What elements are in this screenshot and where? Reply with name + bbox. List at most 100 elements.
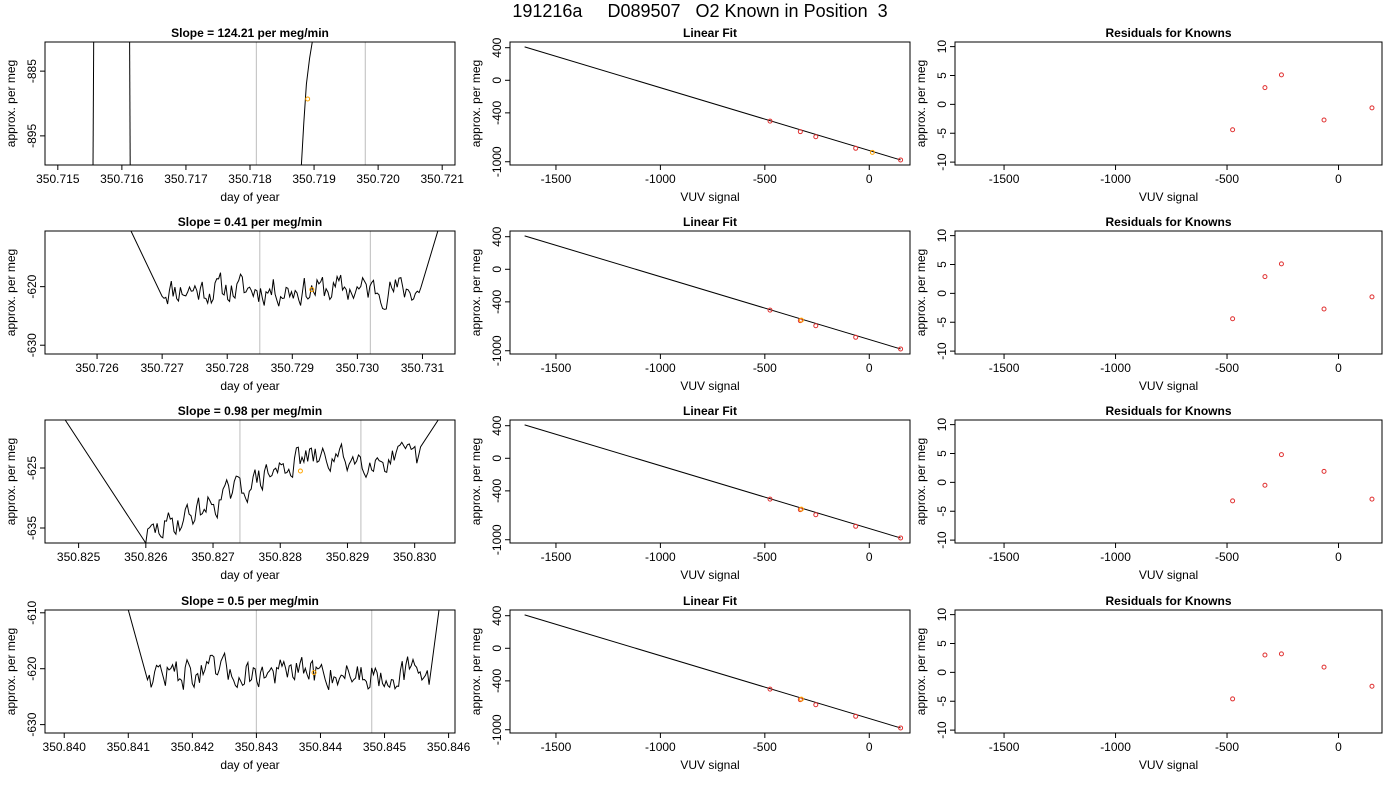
x-tick-label: 350.717 (164, 172, 208, 186)
x-tick-label: -1500 (541, 740, 572, 754)
y-tick-label: -1000 (490, 146, 504, 177)
known-point (853, 523, 859, 529)
panel-residuals-row1: Residuals for Knowns -1500 -1000 -500 0 10 5 0 -… (914, 26, 1383, 204)
x-tick-label: 350.828 (259, 550, 303, 564)
panel-title: Linear Fit (683, 26, 737, 40)
x-tick-label: 350.843 (235, 740, 279, 754)
y-tick-label: -1000 (490, 335, 504, 366)
known-point (767, 686, 773, 692)
y-tick-label: 400 (490, 37, 504, 57)
residual-point (1278, 452, 1284, 458)
known-point (898, 725, 904, 731)
y-axis-label: approx. per meg (4, 249, 18, 336)
panel-title: Residuals for Knowns (1105, 215, 1231, 229)
plot-area (127, 610, 440, 733)
x-axis-label: day of year (220, 568, 279, 582)
x-tick-label: -1000 (645, 740, 676, 754)
y-axis-label: approx. per meg (4, 628, 18, 715)
x-tick-label: 350.830 (393, 550, 437, 564)
y-tick-label: -610 (25, 600, 39, 624)
y-tick-label: -10 (935, 342, 949, 360)
known-point (853, 713, 859, 719)
plot-area (524, 235, 904, 352)
plot-area (1230, 72, 1375, 133)
x-tick-label: 350.728 (206, 361, 250, 375)
panel-title: Residuals for Knowns (1105, 404, 1231, 418)
x-axis-label: day of year (220, 758, 279, 772)
known-point (813, 512, 819, 518)
x-tick-label: 350.726 (75, 361, 119, 375)
y-tick-label: 10 (935, 418, 949, 432)
residual-point (1278, 72, 1284, 78)
plot-frame (44, 419, 456, 544)
y-tick-label: 400 (490, 226, 504, 246)
x-tick-label: -1000 (645, 172, 676, 186)
plot-frame (954, 41, 1383, 166)
x-axis-label: VUV signal (1139, 568, 1198, 582)
y-tick-label: -630 (25, 712, 39, 736)
mean-point (297, 468, 303, 474)
residual-point (1369, 105, 1375, 111)
residual-point (1321, 306, 1327, 312)
x-tick-label: -1000 (1100, 740, 1131, 754)
y-tick-label: 5 (935, 261, 949, 268)
y-axis-label: approx. per meg (914, 249, 928, 336)
plot-frame (954, 609, 1383, 734)
residual-point (1262, 482, 1268, 488)
y-tick-label: -10 (935, 153, 949, 171)
y-axis-label: approx. per meg (4, 60, 18, 147)
y-tick-label: -895 (25, 124, 39, 148)
y-tick-label: -1000 (490, 524, 504, 555)
x-axis-label: VUV signal (680, 758, 739, 772)
x-tick-label: 0 (866, 172, 873, 186)
y-tick-label: 10 (935, 229, 949, 243)
current-point (798, 317, 804, 323)
x-tick-label: 350.721 (420, 172, 464, 186)
x-axis-label: VUV signal (1139, 379, 1198, 393)
y-axis-label: approx. per meg (469, 438, 483, 525)
residual-point (1230, 498, 1236, 504)
x-tick-label: 350.715 (36, 172, 80, 186)
x-tick-label: 350.731 (401, 361, 445, 375)
y-tick-label: -625 (25, 456, 39, 480)
panel-linear-fit-row2: Linear Fit -1500 -1000 -500 0 400 0 -400 -1000 VU… (469, 215, 911, 393)
panel-title: Slope = 0.5 per meg/min (181, 594, 319, 608)
known-point (767, 307, 773, 313)
panel-linear-fit-row3: Linear Fit -1500 -1000 -500 0 400 0 -400 -1000 VU… (469, 404, 911, 582)
plot-area (524, 614, 904, 731)
x-axis-label: VUV signal (1139, 190, 1198, 204)
panel-time-series-row3: Slope = 0.98 per meg/min 350.825 350.826 35… (4, 404, 456, 582)
current-point (798, 506, 804, 512)
panel-title: Residuals for Knowns (1105, 26, 1231, 40)
residual-point (1321, 468, 1327, 474)
panel-time-series-row2: Slope = 0.41 per meg/min 350.726 350.727 35… (4, 215, 456, 393)
x-tick-label: -500 (753, 172, 777, 186)
x-tick-label: 0 (866, 361, 873, 375)
plot-frame (509, 419, 911, 544)
y-axis-label: approx. per meg (469, 628, 483, 715)
panel-time-series-row1: Slope = 124.21 per meg/min 350.715 350.716… (4, 26, 464, 204)
x-tick-label: 350.730 (336, 361, 380, 375)
known-point (813, 702, 819, 708)
x-tick-label: 350.825 (57, 550, 101, 564)
panel-title: Slope = 0.41 per meg/min (178, 215, 322, 229)
y-tick-label: -400 (490, 479, 504, 503)
y-tick-label: 0 (935, 479, 949, 486)
panel-title: Residuals for Knowns (1105, 594, 1231, 608)
y-tick-label: 10 (935, 608, 949, 622)
x-tick-label: 350.846 (427, 740, 471, 754)
x-tick-label: 0 (866, 550, 873, 564)
y-tick-label: 10 (935, 40, 949, 54)
panel-residuals-row4: Residuals for Knowns -1500 -1000 -500 0 10 5 0 -… (914, 594, 1383, 772)
y-tick-label: -620 (25, 656, 39, 680)
current-point (869, 149, 875, 155)
y-tick-label: -5 (935, 696, 949, 707)
plot-frame (44, 41, 456, 166)
residual-point (1278, 261, 1284, 267)
y-tick-label: 5 (935, 640, 949, 647)
x-tick-label: -1500 (541, 172, 572, 186)
known-point (813, 323, 819, 329)
y-tick-label: 0 (935, 290, 949, 297)
x-axis-label: VUV signal (680, 190, 739, 204)
x-axis-label: VUV signal (680, 568, 739, 582)
